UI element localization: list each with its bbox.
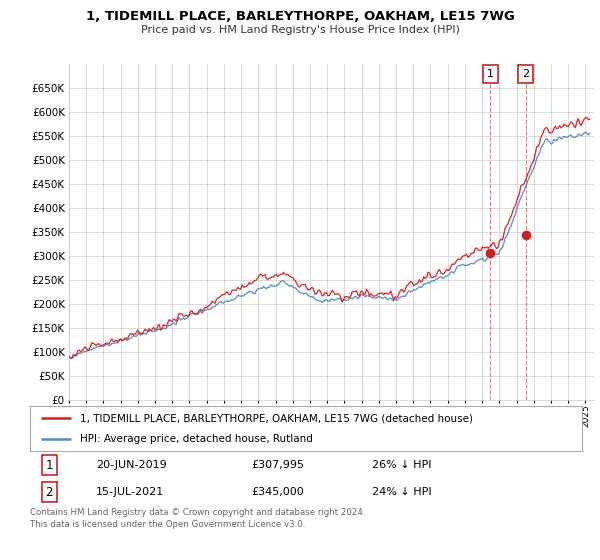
- Text: 2: 2: [46, 486, 53, 499]
- Text: £307,995: £307,995: [251, 460, 304, 470]
- Text: Contains HM Land Registry data © Crown copyright and database right 2024.
This d: Contains HM Land Registry data © Crown c…: [30, 508, 365, 529]
- Text: 2: 2: [522, 69, 529, 79]
- Text: HPI: Average price, detached house, Rutland: HPI: Average price, detached house, Rutl…: [80, 433, 313, 444]
- Text: 1, TIDEMILL PLACE, BARLEYTHORPE, OAKHAM, LE15 7WG (detached house): 1, TIDEMILL PLACE, BARLEYTHORPE, OAKHAM,…: [80, 413, 473, 423]
- Text: 15-JUL-2021: 15-JUL-2021: [96, 487, 164, 497]
- Text: 1: 1: [46, 459, 53, 472]
- Text: 26% ↓ HPI: 26% ↓ HPI: [372, 460, 432, 470]
- Text: 1, TIDEMILL PLACE, BARLEYTHORPE, OAKHAM, LE15 7WG: 1, TIDEMILL PLACE, BARLEYTHORPE, OAKHAM,…: [86, 10, 514, 23]
- Text: 1: 1: [487, 69, 494, 79]
- Text: £345,000: £345,000: [251, 487, 304, 497]
- Text: Price paid vs. HM Land Registry's House Price Index (HPI): Price paid vs. HM Land Registry's House …: [140, 25, 460, 35]
- Text: 24% ↓ HPI: 24% ↓ HPI: [372, 487, 432, 497]
- Text: 20-JUN-2019: 20-JUN-2019: [96, 460, 167, 470]
